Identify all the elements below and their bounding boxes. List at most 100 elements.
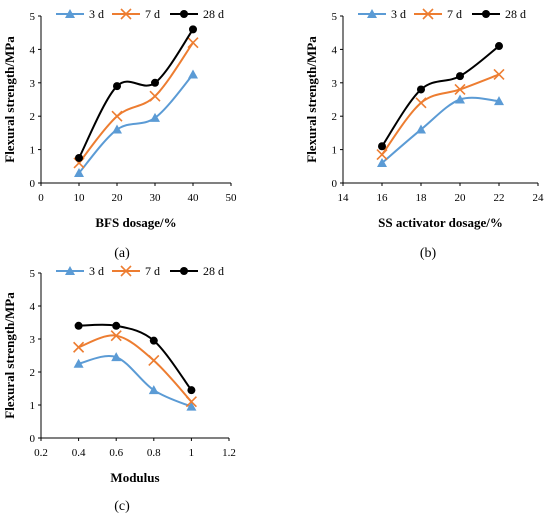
series-line bbox=[381, 96, 500, 164]
series-7d bbox=[73, 37, 199, 169]
y-tick-label: 3 bbox=[30, 78, 36, 90]
y-tick-label: 5 bbox=[30, 268, 36, 280]
y-tick-label: 4 bbox=[332, 44, 338, 56]
series-28d bbox=[378, 42, 503, 151]
x-tick-label: 40 bbox=[188, 192, 200, 204]
series-line bbox=[78, 355, 192, 408]
y-tick-label: 0 bbox=[332, 178, 338, 190]
x-tick-label: 0.4 bbox=[72, 447, 86, 459]
legend: 3 d 7 d 28 d bbox=[56, 7, 224, 21]
y-tick-label: 0 bbox=[30, 433, 36, 445]
series-line bbox=[78, 28, 194, 159]
y-axis-label: Flexural strength/MPa bbox=[2, 36, 17, 163]
data-point bbox=[150, 112, 160, 122]
legend-label: 3 d bbox=[89, 264, 104, 278]
x-tick-label: 1.2 bbox=[222, 447, 236, 459]
series-28d bbox=[75, 25, 197, 162]
data-point bbox=[415, 97, 427, 109]
x-tick-label: 0.6 bbox=[109, 447, 123, 459]
y-tick-label: 1 bbox=[30, 400, 36, 412]
series-28d bbox=[74, 321, 196, 395]
y-tick-label: 2 bbox=[332, 111, 338, 123]
y-tick-label: 4 bbox=[30, 301, 36, 313]
legend-label: 7 d bbox=[447, 7, 462, 21]
data-point bbox=[186, 401, 197, 411]
x-tick-label: 20 bbox=[112, 192, 124, 204]
chart-panel-2: 0 1 2 3 4 5 14 16 18 20 22 24 SS activator dosage/% F… bbox=[304, 7, 544, 261]
series-line bbox=[381, 45, 500, 147]
series-line bbox=[78, 323, 193, 391]
chart-panel-3: 0 1 2 3 4 5 0.2 0.4 0.6 0.8 1 1.2 Modulus Flexural st… bbox=[2, 264, 236, 514]
data-point bbox=[111, 352, 122, 362]
data-point bbox=[111, 110, 123, 122]
x-tick-label: 0.8 bbox=[147, 447, 161, 459]
data-point bbox=[416, 124, 426, 134]
data-point bbox=[378, 142, 386, 151]
legend-marker bbox=[422, 8, 434, 20]
legend-marker bbox=[65, 9, 75, 18]
data-point bbox=[495, 42, 503, 51]
data-point bbox=[376, 149, 388, 161]
series-line bbox=[78, 334, 193, 403]
y-tick-label: 5 bbox=[332, 11, 338, 23]
data-point bbox=[187, 386, 196, 395]
data-point bbox=[455, 94, 465, 104]
x-tick-label: 1 bbox=[189, 447, 195, 459]
x-tick-label: 22 bbox=[494, 192, 505, 204]
legend-marker bbox=[367, 9, 377, 18]
data-point bbox=[151, 78, 159, 87]
legend-marker bbox=[180, 10, 188, 18]
data-point bbox=[112, 124, 122, 134]
legend-label: 3 d bbox=[89, 7, 104, 21]
y-tick-label: 2 bbox=[30, 367, 36, 379]
series-3d bbox=[73, 352, 197, 411]
legend-label: 3 d bbox=[391, 7, 406, 21]
legend-label: 28 d bbox=[203, 264, 224, 278]
x-tick-label: 24 bbox=[533, 192, 545, 204]
data-point bbox=[75, 153, 83, 162]
data-point bbox=[187, 37, 199, 49]
data-point bbox=[148, 354, 160, 367]
data-point bbox=[73, 341, 85, 353]
data-point bbox=[377, 157, 387, 167]
series-7d bbox=[376, 68, 505, 161]
y-tick-label: 3 bbox=[30, 334, 36, 346]
data-point bbox=[188, 69, 198, 79]
x-tick-label: 30 bbox=[150, 192, 162, 204]
series-line bbox=[381, 73, 500, 156]
x-tick-label: 20 bbox=[455, 192, 467, 204]
legend-marker bbox=[120, 8, 132, 20]
x-tick-label: 16 bbox=[377, 192, 389, 204]
panel-label: (b) bbox=[420, 246, 437, 261]
data-point bbox=[74, 321, 83, 330]
x-axis-label: Modulus bbox=[110, 470, 159, 485]
legend-marker bbox=[65, 266, 75, 275]
x-axis-label: SS activator dosage/% bbox=[378, 215, 503, 230]
data-point bbox=[113, 82, 121, 91]
x-tick-label: 0.2 bbox=[34, 447, 48, 459]
legend: 3 d 7 d 28 d bbox=[56, 264, 224, 278]
legend-label: 28 d bbox=[203, 7, 224, 21]
data-point bbox=[148, 385, 159, 395]
series-line bbox=[78, 73, 194, 174]
legend-marker bbox=[482, 10, 490, 18]
data-point bbox=[74, 167, 84, 177]
y-tick-label: 1 bbox=[30, 145, 36, 157]
data-point bbox=[149, 336, 158, 345]
legend-marker bbox=[120, 265, 132, 277]
data-point bbox=[112, 321, 121, 330]
y-tick-label: 2 bbox=[30, 111, 36, 123]
x-axis-label: BFS dosage/% bbox=[95, 215, 176, 230]
data-point bbox=[73, 358, 84, 368]
y-tick-label: 1 bbox=[332, 145, 338, 157]
legend-label: 7 d bbox=[145, 264, 160, 278]
panel-label: (c) bbox=[114, 499, 130, 514]
x-tick-label: 0 bbox=[38, 192, 44, 204]
x-tick-label: 10 bbox=[74, 192, 86, 204]
data-point bbox=[494, 96, 504, 106]
series-3d bbox=[74, 69, 198, 177]
legend-label: 7 d bbox=[145, 7, 160, 21]
data-point bbox=[456, 72, 464, 81]
